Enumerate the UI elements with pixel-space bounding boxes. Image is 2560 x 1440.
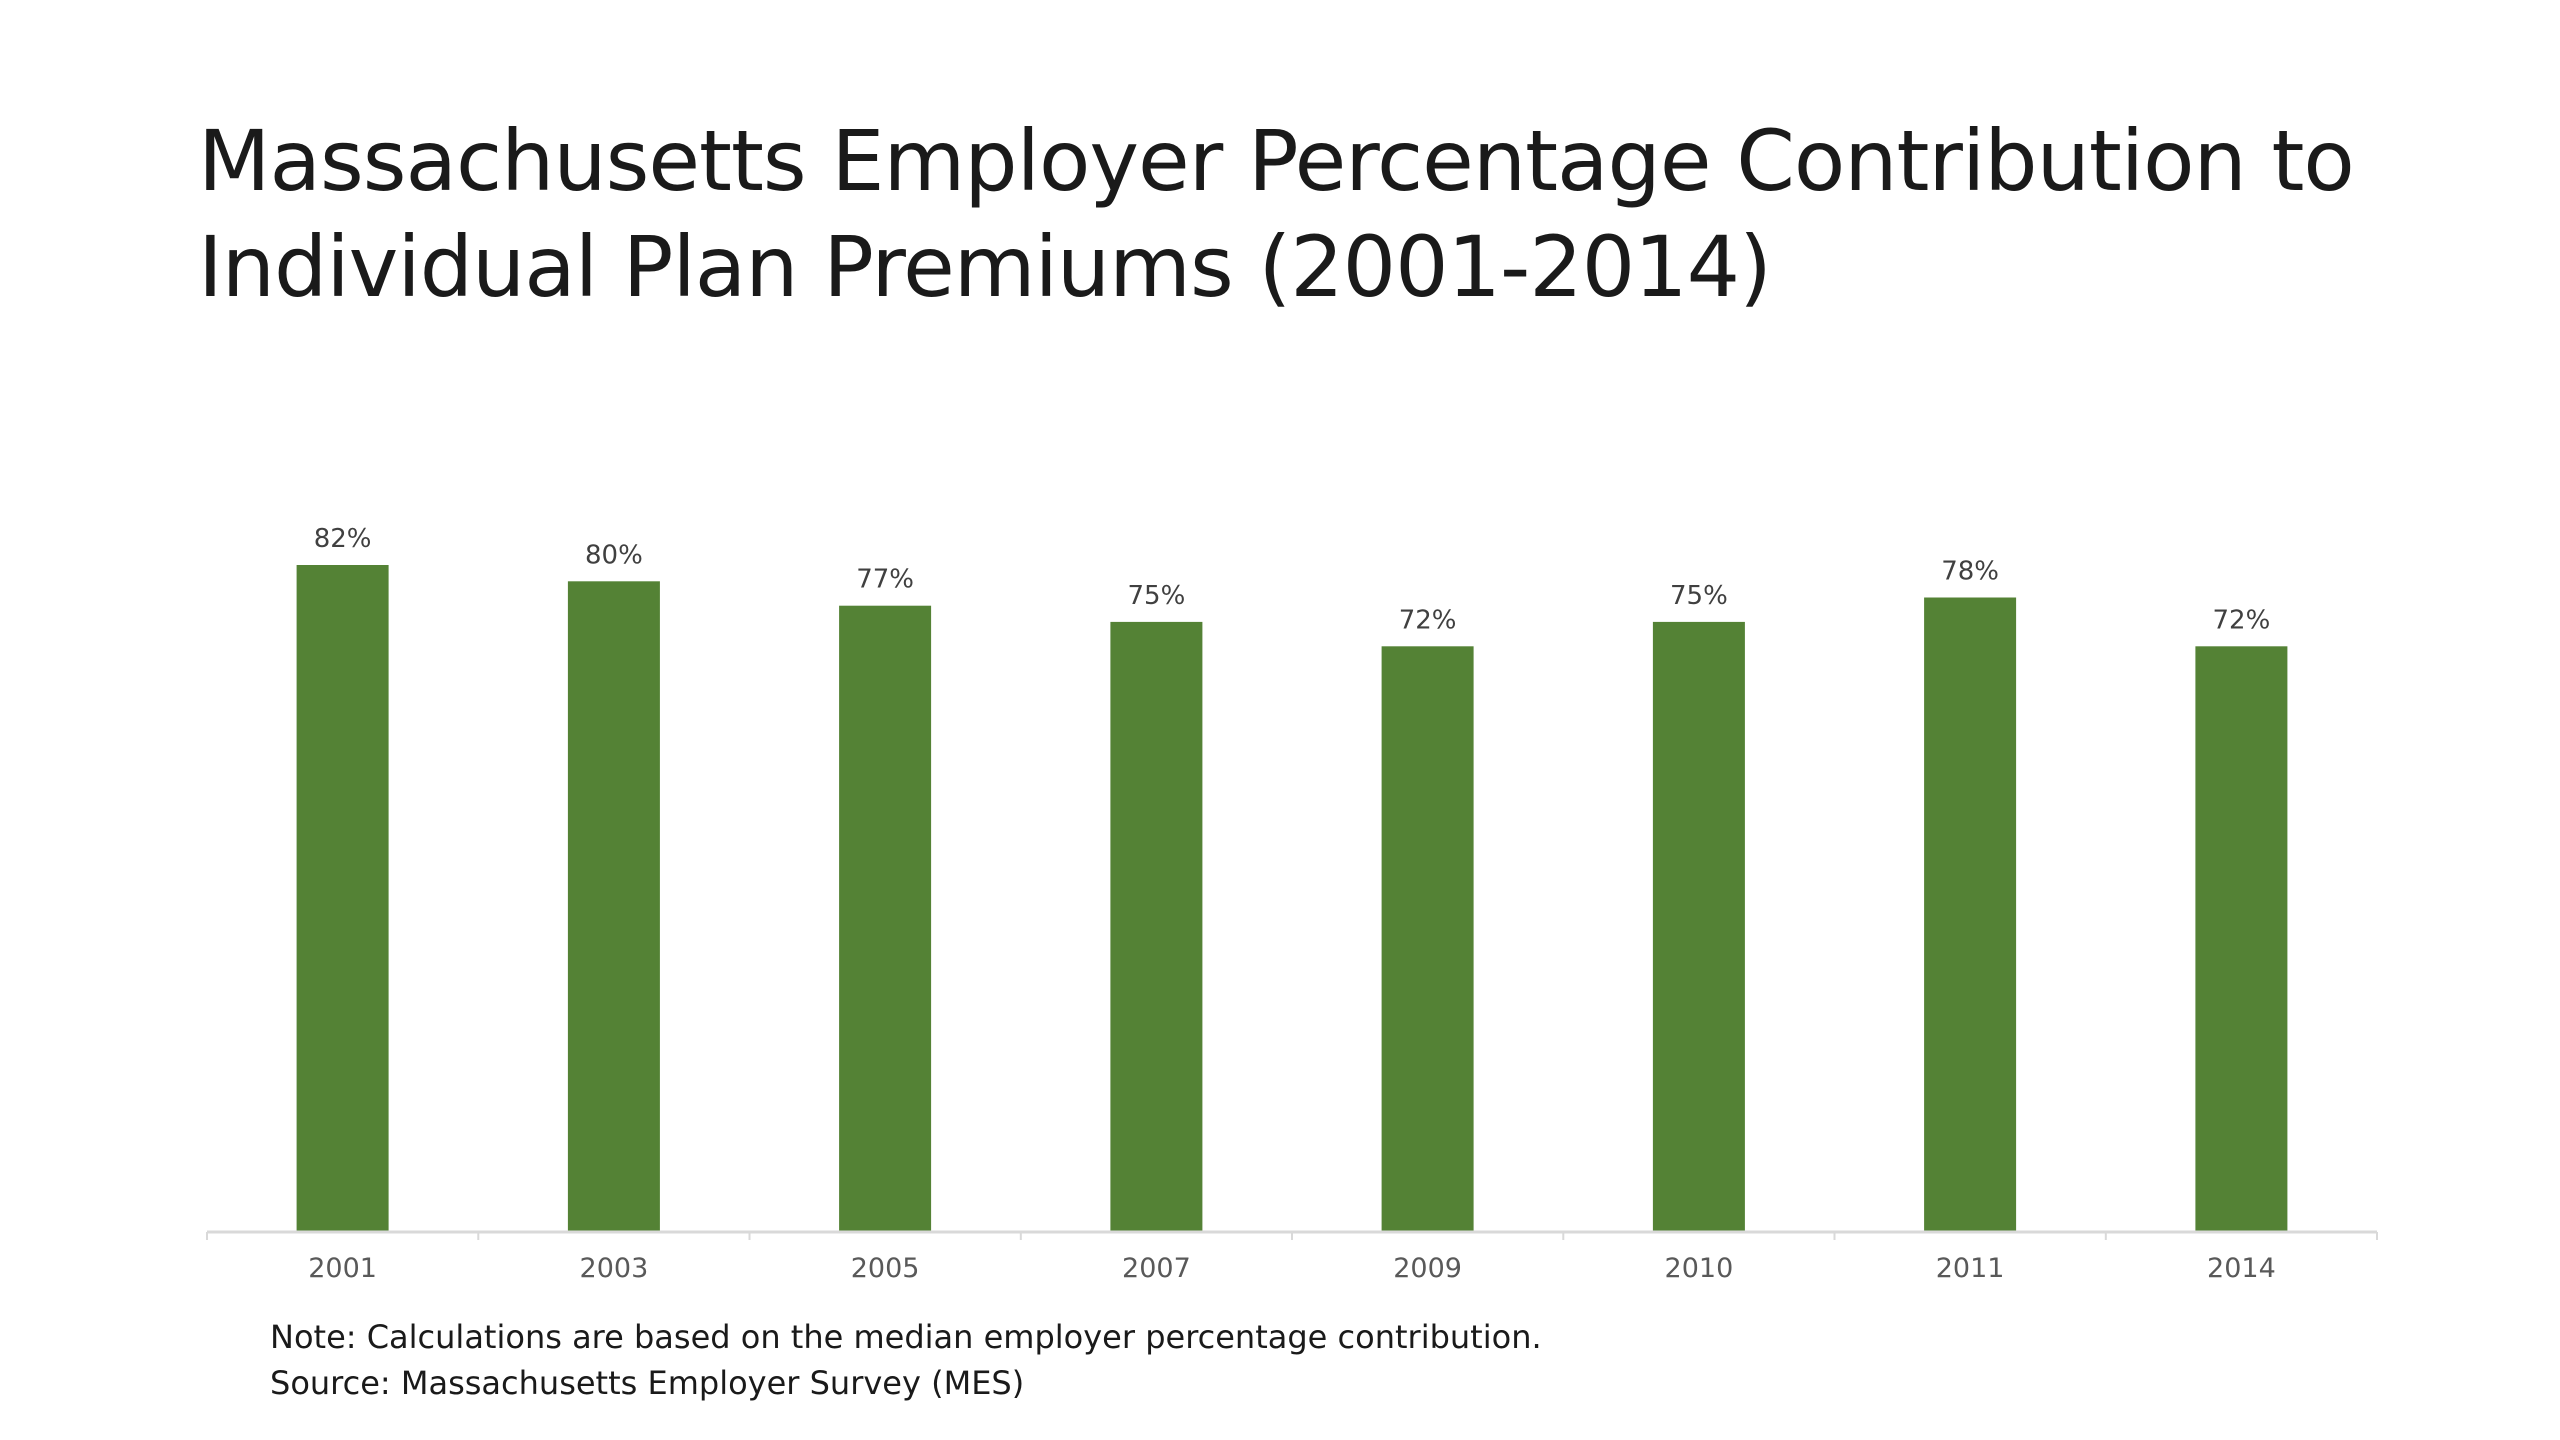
- chart-title-line-2: Individual Plan Premiums (2001-2014): [198, 218, 1772, 316]
- bar-2005: [839, 605, 932, 1232]
- bar-2014: [2195, 646, 2288, 1232]
- x-tick-label-2001: 2001: [308, 1253, 377, 1284]
- data-label-2003: 80%: [585, 540, 643, 570]
- bar-2007: [1110, 621, 1203, 1232]
- bar-2003: [567, 581, 660, 1232]
- data-labels-layer: 82% 80% 77% 75% 72% 75% 78% 72%: [314, 524, 2271, 635]
- bar-2009: [1381, 646, 1474, 1232]
- data-label-2014: 72%: [2213, 605, 2271, 635]
- bar-2010: [1652, 621, 1745, 1232]
- data-label-2009: 72%: [1399, 605, 1457, 635]
- chart-title-line-1: Massachusetts Employer Percentage Contri…: [198, 112, 2355, 210]
- x-tick-label-2005: 2005: [851, 1253, 920, 1284]
- data-label-2005: 77%: [856, 565, 914, 595]
- chart-title: Massachusetts Employer Percentage Contri…: [198, 108, 2398, 320]
- data-label-2011: 78%: [1941, 557, 1999, 587]
- bar-2011: [1924, 597, 2017, 1232]
- note-text: Note: Calculations are based on the medi…: [270, 1318, 1542, 1356]
- x-tick-label-2014: 2014: [2207, 1253, 2276, 1284]
- data-label-2001: 82%: [314, 524, 372, 554]
- x-tick-label-2010: 2010: [1665, 1253, 1734, 1284]
- data-label-2007: 75%: [1128, 581, 1186, 611]
- data-label-2010: 75%: [1670, 581, 1728, 611]
- x-tick-label-2003: 2003: [580, 1253, 649, 1284]
- bar-2001: [296, 565, 389, 1232]
- source-text: Source: Massachusetts Employer Survey (M…: [270, 1364, 1025, 1402]
- x-tick-label-2009: 2009: [1393, 1253, 1462, 1284]
- x-tick-label-2011: 2011: [1936, 1253, 2005, 1284]
- bars-layer: [296, 565, 2288, 1232]
- x-tick-label-2007: 2007: [1122, 1253, 1191, 1284]
- chart-notes: Note: Calculations are based on the medi…: [270, 1314, 1542, 1406]
- x-axis: 2001 2003 2005 2007 2009 2010 2011 2014: [206, 1230, 2378, 1284]
